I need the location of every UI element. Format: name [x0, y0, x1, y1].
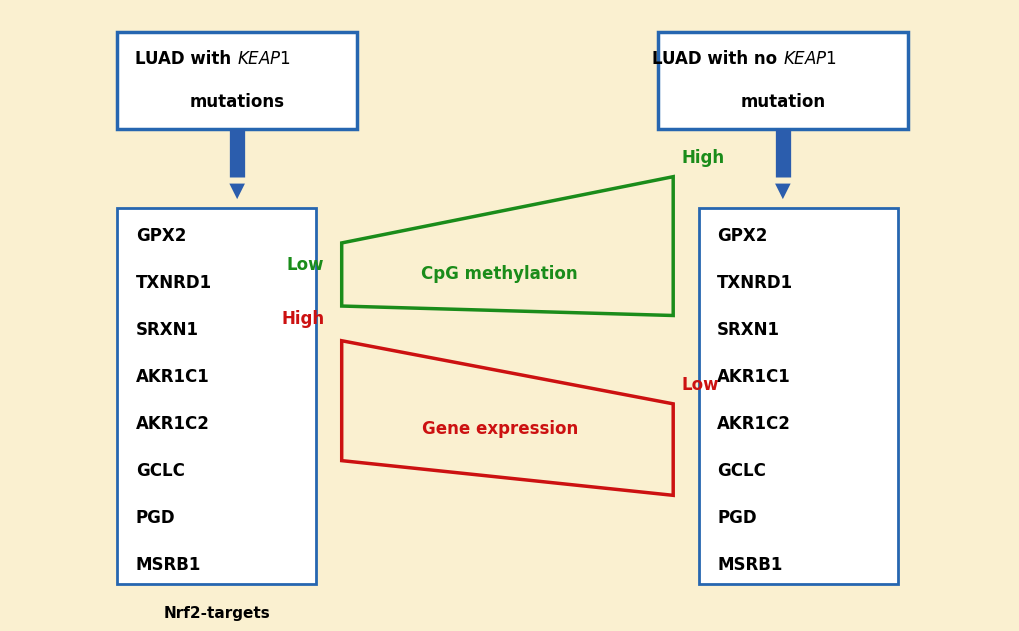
Text: AKR1C2: AKR1C2 — [136, 415, 209, 433]
FancyBboxPatch shape — [117, 208, 316, 584]
Text: $\bf{\it{KEAP1}}$: $\bf{\it{KEAP1}}$ — [783, 50, 836, 68]
Text: TXNRD1: TXNRD1 — [136, 274, 212, 292]
Text: PGD: PGD — [716, 509, 756, 527]
Text: High: High — [681, 149, 723, 167]
Text: Low: Low — [286, 256, 324, 274]
Text: mutation: mutation — [740, 93, 824, 111]
Text: LUAD with no: LUAD with no — [651, 50, 783, 68]
Text: $\bf{\it{KEAP1}}$: $\bf{\it{KEAP1}}$ — [236, 50, 290, 68]
Text: AKR1C2: AKR1C2 — [716, 415, 790, 433]
Text: GPX2: GPX2 — [716, 227, 766, 245]
FancyBboxPatch shape — [117, 32, 357, 129]
Text: mutations: mutations — [190, 93, 284, 111]
Text: MSRB1: MSRB1 — [136, 556, 201, 574]
Text: High: High — [281, 310, 324, 328]
Text: GCLC: GCLC — [136, 462, 184, 480]
Text: Gene expression: Gene expression — [421, 420, 578, 438]
Text: GCLC: GCLC — [716, 462, 765, 480]
Text: PGD: PGD — [136, 509, 175, 527]
Text: GPX2: GPX2 — [136, 227, 185, 245]
Text: MSRB1: MSRB1 — [716, 556, 782, 574]
Text: SRXN1: SRXN1 — [136, 321, 199, 339]
Text: AKR1C1: AKR1C1 — [136, 368, 209, 386]
FancyBboxPatch shape — [698, 208, 897, 584]
Text: LUAD with: LUAD with — [136, 50, 236, 68]
Text: SRXN1: SRXN1 — [716, 321, 780, 339]
Text: AKR1C1: AKR1C1 — [716, 368, 790, 386]
FancyBboxPatch shape — [657, 32, 907, 129]
Text: CpG methylation: CpG methylation — [421, 266, 578, 283]
Text: TXNRD1: TXNRD1 — [716, 274, 793, 292]
Text: Low: Low — [681, 376, 718, 394]
Text: Nrf2-targets: Nrf2-targets — [163, 606, 270, 622]
